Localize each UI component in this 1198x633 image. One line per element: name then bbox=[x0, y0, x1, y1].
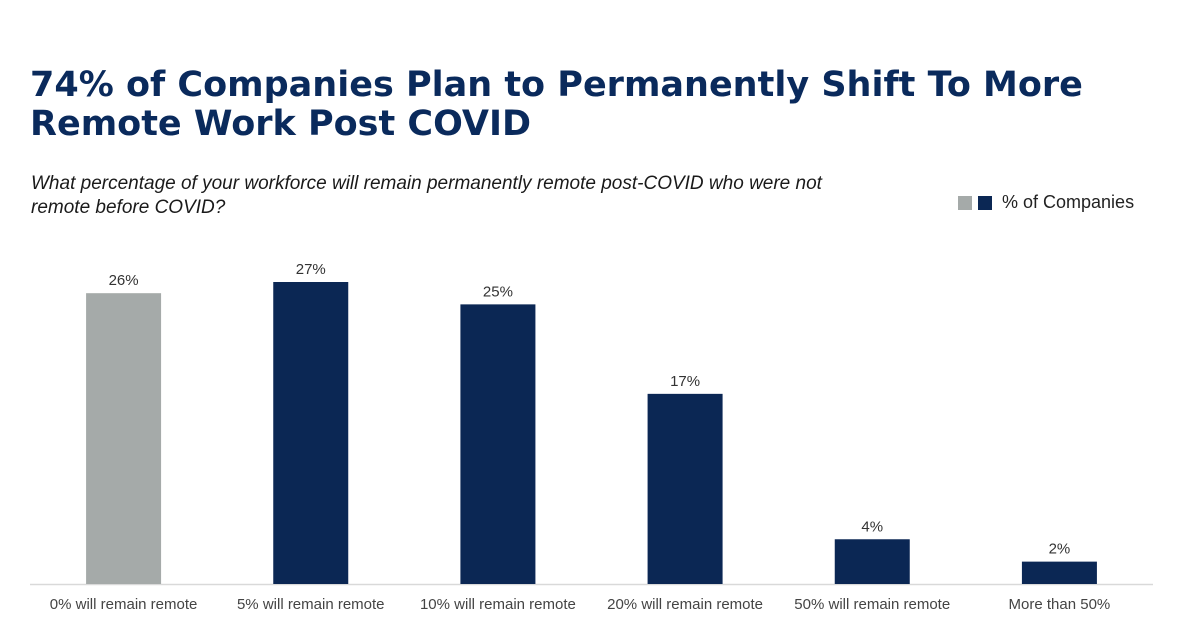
data-label: 25% bbox=[483, 283, 513, 300]
data-label: 2% bbox=[1049, 541, 1071, 558]
bar bbox=[460, 304, 536, 584]
data-label: 4% bbox=[861, 518, 883, 535]
bar bbox=[86, 293, 162, 584]
bar bbox=[273, 282, 349, 584]
data-label: 27% bbox=[296, 261, 326, 278]
bar bbox=[834, 539, 910, 584]
chart-title: 74% of Companies Plan to Permanently Shi… bbox=[30, 65, 1083, 144]
x-tick-label: 20% will remain remote bbox=[607, 596, 763, 613]
chart-subtitle: What percentage of your workforce will r… bbox=[31, 173, 822, 218]
bar bbox=[647, 393, 723, 584]
legend: % of Companies bbox=[958, 192, 1134, 213]
legend-swatch-highlight bbox=[958, 195, 972, 210]
x-tick-label: 5% will remain remote bbox=[237, 596, 385, 613]
x-tick-label: More than 50% bbox=[1009, 596, 1111, 613]
x-tick-label: 0% will remain remote bbox=[50, 596, 198, 613]
data-label: 17% bbox=[670, 373, 700, 390]
data-label: 26% bbox=[109, 272, 139, 289]
legend-swatch-primary bbox=[978, 195, 992, 210]
x-tick-label: 10% will remain remote bbox=[420, 596, 576, 613]
legend-label: % of Companies bbox=[1002, 192, 1135, 212]
bar bbox=[1021, 561, 1097, 584]
x-tick-label: 50% will remain remote bbox=[794, 596, 950, 613]
